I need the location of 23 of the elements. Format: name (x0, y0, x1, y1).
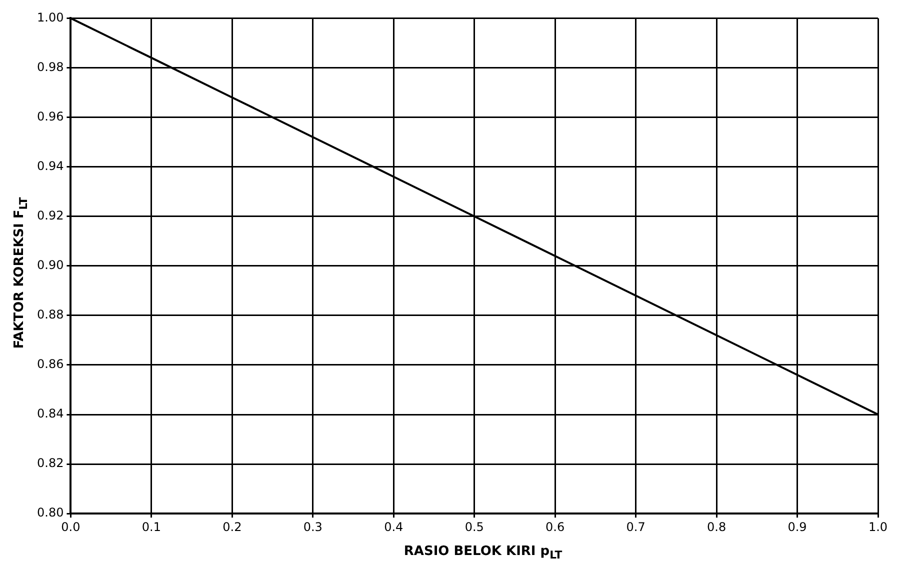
y-tick-label: 0.88 (37, 308, 64, 322)
x-tick-label: 0.3 (303, 520, 322, 534)
x-tick-label: 0.9 (788, 520, 807, 534)
x-tick-label: 0.8 (706, 520, 726, 534)
x-tick-label: 0.7 (626, 520, 646, 534)
x-tick-label: 0.6 (546, 520, 565, 534)
x-tick-label: 0.0 (61, 520, 80, 534)
x-tick-label: 0.2 (222, 520, 242, 534)
x-tick-label: 0.1 (142, 520, 161, 534)
y-tick-label: 0.96 (37, 109, 64, 124)
y-tick-label: 1.00 (37, 10, 64, 24)
y-tick-label: 0.92 (37, 208, 64, 222)
y-tick-label: 0.82 (37, 456, 64, 470)
x-tick-label: 1.0 (868, 520, 888, 534)
y-tick-label: 0.98 (37, 60, 64, 74)
y-tick-label: 0.90 (37, 258, 64, 272)
y-tick-label: 0.94 (37, 158, 64, 173)
y-tick-label: 0.80 (37, 506, 64, 520)
y-tick-label: 0.86 (37, 357, 64, 372)
y-tick-label: 0.84 (37, 406, 64, 421)
x-tick-label: 0.5 (464, 520, 484, 534)
x-tick-label: 0.4 (384, 520, 404, 534)
x-axis-title: RASIO BELOK KIRI p$_{LT}$ (402, 544, 564, 562)
